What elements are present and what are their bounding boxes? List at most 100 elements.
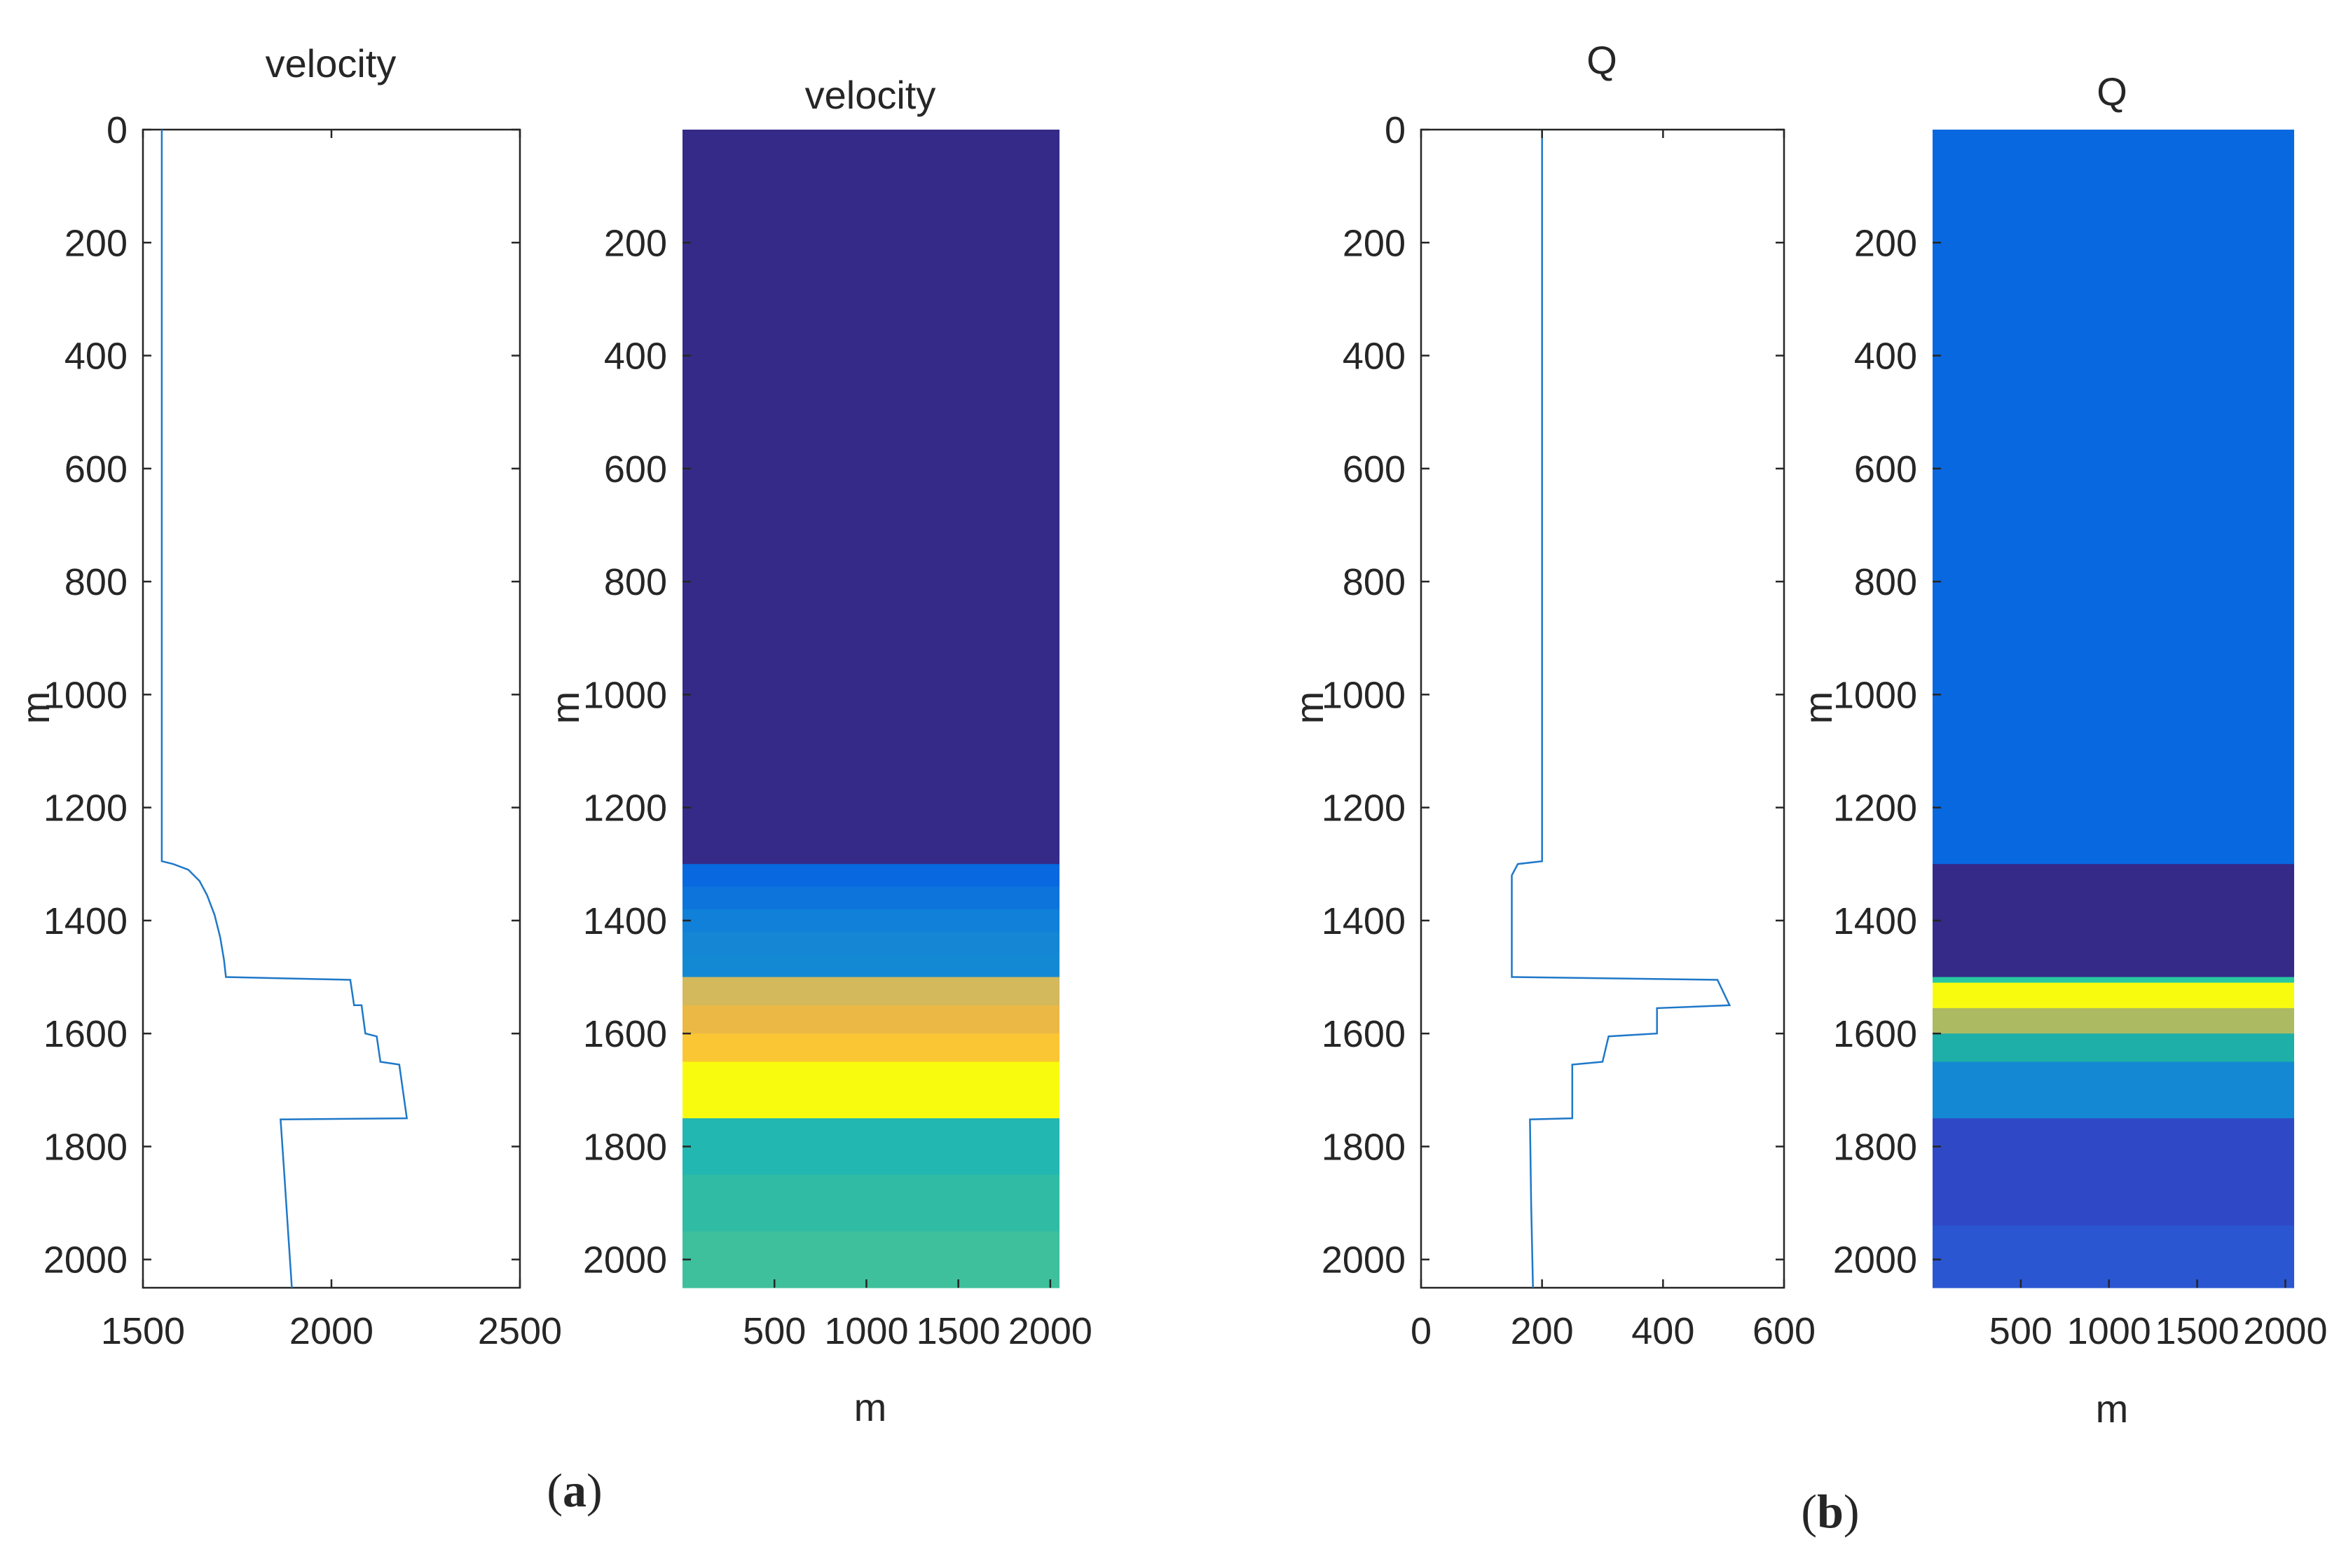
x-tick-label: 2000	[289, 1310, 373, 1352]
y-tick-label: 1200	[1322, 788, 1406, 830]
heatmap-layer	[683, 977, 1059, 1006]
plot-area: 0 200 400 600 800 1000 1200 1400 1600 1800 2000 150…	[43, 109, 562, 1352]
y-tick-label: 2000	[43, 1239, 128, 1281]
heatmap-layer	[683, 1174, 1059, 1232]
y-tick-label: 2000	[583, 1239, 667, 1281]
axes-box	[1420, 128, 1785, 1289]
heatmap-layer	[683, 1061, 1059, 1119]
heatmap-layer	[683, 130, 1059, 865]
y-tick-label: 1400	[1833, 900, 1917, 942]
y-tick-label: 1800	[1833, 1126, 1917, 1168]
velocity-model-chart: velocity m m 200 400 600 800 1000 1200 1400 160…	[543, 73, 1092, 1429]
heatmap-layer	[1933, 1007, 2294, 1034]
y-tick-label: 200	[64, 222, 128, 264]
heatmap-layer	[683, 932, 1059, 955]
heatmap-layer	[683, 1005, 1059, 1034]
x-tick-label: 1500	[917, 1310, 1001, 1352]
y-tick-label: 1400	[1322, 900, 1406, 942]
q-model-chart: Q m m 2004006008001000120014001600180020…	[1796, 69, 2327, 1431]
y-tick-label: 1400	[43, 900, 128, 942]
y-tick-label: 1000	[1322, 674, 1406, 716]
y-axis-label: m	[1796, 692, 1840, 724]
y-tick-label: 400	[64, 336, 128, 378]
panel-label-b: (b)	[1801, 1485, 1859, 1538]
x-tick-label: 2000	[2243, 1310, 2327, 1352]
y-tick-label: 600	[604, 448, 667, 490]
x-tick-label: 1000	[824, 1310, 908, 1352]
heatmap-layer	[1933, 130, 2294, 865]
y-tick-label: 0	[1385, 109, 1406, 151]
y-tick-label: 400	[604, 336, 667, 378]
heatmap-layer	[683, 954, 1059, 978]
y-tick-label: 1800	[583, 1126, 667, 1168]
y-tick-label: 400	[1343, 336, 1406, 378]
y-tick-label: 1200	[583, 788, 667, 830]
heatmap-layer	[1933, 1225, 2294, 1288]
y-tick-label: 1600	[43, 1013, 128, 1055]
y-tick-label: 400	[1854, 336, 1917, 378]
heatmap-layer	[683, 909, 1059, 933]
x-tick-label: 400	[1631, 1310, 1694, 1352]
y-tick-label: 800	[64, 561, 128, 603]
y-tick-label: 1800	[1322, 1126, 1406, 1168]
chart-title: Q	[2097, 69, 2127, 114]
y-tick-label: 1600	[583, 1013, 667, 1055]
y-tick-label: 800	[1343, 561, 1406, 603]
x-tick-label: 2500	[478, 1310, 562, 1352]
x-tick-label: 1000	[2067, 1310, 2151, 1352]
y-tick-label: 1600	[1322, 1013, 1406, 1055]
y-tick-label: 1200	[43, 788, 128, 830]
y-tick-label: 800	[1854, 561, 1917, 603]
y-axis-label: m	[543, 692, 587, 724]
panel-label-a: (a)	[547, 1464, 602, 1517]
x-tick-label: 1500	[101, 1310, 185, 1352]
y-axis-label: m	[1287, 692, 1331, 724]
plot-area: 200 400 600 800 1000 1200 1400 1600 1800 2000 500 1…	[1833, 130, 2327, 1352]
heatmap-layer	[1933, 1061, 2294, 1119]
y-tick-label: 1800	[43, 1126, 128, 1168]
y-tick-label: 200	[1854, 222, 1917, 264]
x-tick-label: 200	[1511, 1310, 1574, 1352]
y-tick-label: 2000	[1833, 1239, 1917, 1281]
chart-title: velocity	[805, 73, 936, 117]
y-tick-label: 1000	[583, 674, 667, 716]
y-tick-label: 200	[1343, 222, 1406, 264]
heatmap-layer	[1933, 1033, 2294, 1062]
axes-box	[142, 128, 521, 1289]
x-tick-label: 1500	[2155, 1310, 2239, 1352]
y-axis-label: m	[13, 692, 57, 724]
y-tick-label: 1000	[43, 674, 128, 716]
q-profile-chart: Q m 0 200 400 600 800 1000 1200 1400 1600 1800 200…	[1287, 38, 1816, 1352]
y-tick-label: 0	[107, 109, 128, 151]
heatmap-layer	[683, 864, 1059, 887]
y-tick-label: 1400	[583, 900, 667, 942]
y-tick-label: 600	[1343, 448, 1406, 490]
x-tick-label: 2000	[1008, 1310, 1092, 1352]
x-tick-label: 0	[1411, 1310, 1432, 1352]
panel-label-close: )	[1844, 1485, 1860, 1538]
heatmap-layer	[683, 1118, 1059, 1176]
velocity-profile-chart: velocity m 0 200 400 600 800 1000 1200 1400 1600…	[13, 41, 562, 1352]
series-line	[160, 130, 409, 1288]
y-tick-label: 200	[604, 222, 667, 264]
chart-title: velocity	[266, 41, 397, 85]
heatmap-layer	[683, 1033, 1059, 1062]
x-tick-label: 500	[1989, 1310, 2052, 1352]
chart-title: Q	[1586, 38, 1617, 82]
panel-label-open: (	[547, 1464, 563, 1517]
x-tick-label: 500	[743, 1310, 806, 1352]
y-tick-label: 2000	[1322, 1239, 1406, 1281]
plot-area: 200 400 600 800 1000 1200 1400 1600 1800 2000 500 1…	[583, 130, 1092, 1352]
heatmap-layer	[683, 1231, 1059, 1288]
y-tick-label: 1200	[1833, 788, 1917, 830]
y-tick-label: 1600	[1833, 1013, 1917, 1055]
y-tick-label: 800	[604, 561, 667, 603]
heatmap-layer	[1933, 982, 2294, 1009]
panel-label-letter: b	[1817, 1485, 1844, 1538]
heatmap-layer	[1933, 977, 2294, 984]
panel-label-letter: a	[563, 1464, 587, 1517]
x-tick-label: 600	[1752, 1310, 1816, 1352]
y-tick-label: 600	[64, 448, 128, 490]
